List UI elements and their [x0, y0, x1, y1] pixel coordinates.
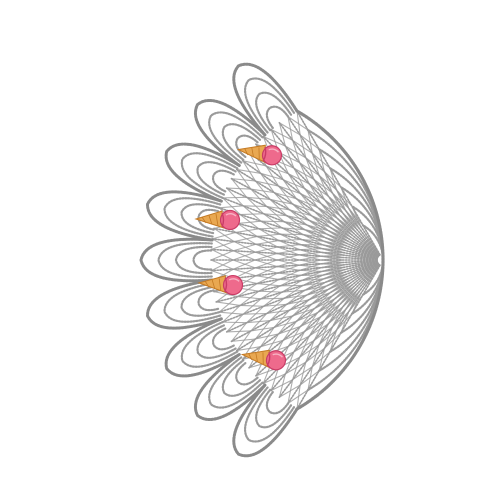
lace-net-strand — [261, 221, 284, 222]
lace-scallop-row — [267, 107, 288, 128]
lace-net-strand — [223, 197, 247, 198]
lace-net-strand — [211, 242, 234, 250]
lace-net-strand — [255, 268, 278, 273]
lace-scallop-row — [159, 243, 212, 277]
lace-net-strand — [277, 250, 299, 254]
lace-net-strand — [277, 267, 299, 271]
lace-net-strand — [285, 146, 305, 158]
lace-net-strand — [259, 228, 282, 229]
lace-scallop-row — [199, 290, 219, 310]
lace-net-strand — [321, 255, 343, 256]
lace-net-strand — [234, 236, 257, 241]
lace-net-strand — [233, 244, 256, 250]
lace-net-strand — [212, 232, 235, 238]
lace-scallop-row — [194, 250, 212, 269]
lace-net-strand — [279, 240, 302, 241]
lace-net-strand — [285, 362, 305, 374]
lace-scallop-row — [267, 392, 288, 413]
lace-net-strand — [243, 206, 267, 207]
lace-net-strand — [240, 214, 264, 215]
lace-net-strand — [300, 249, 322, 250]
lace-net-strand — [233, 269, 256, 275]
ice-cream-cone-icon — [196, 211, 240, 230]
lace-fan — [141, 64, 383, 456]
lace-net-strand — [255, 247, 278, 252]
